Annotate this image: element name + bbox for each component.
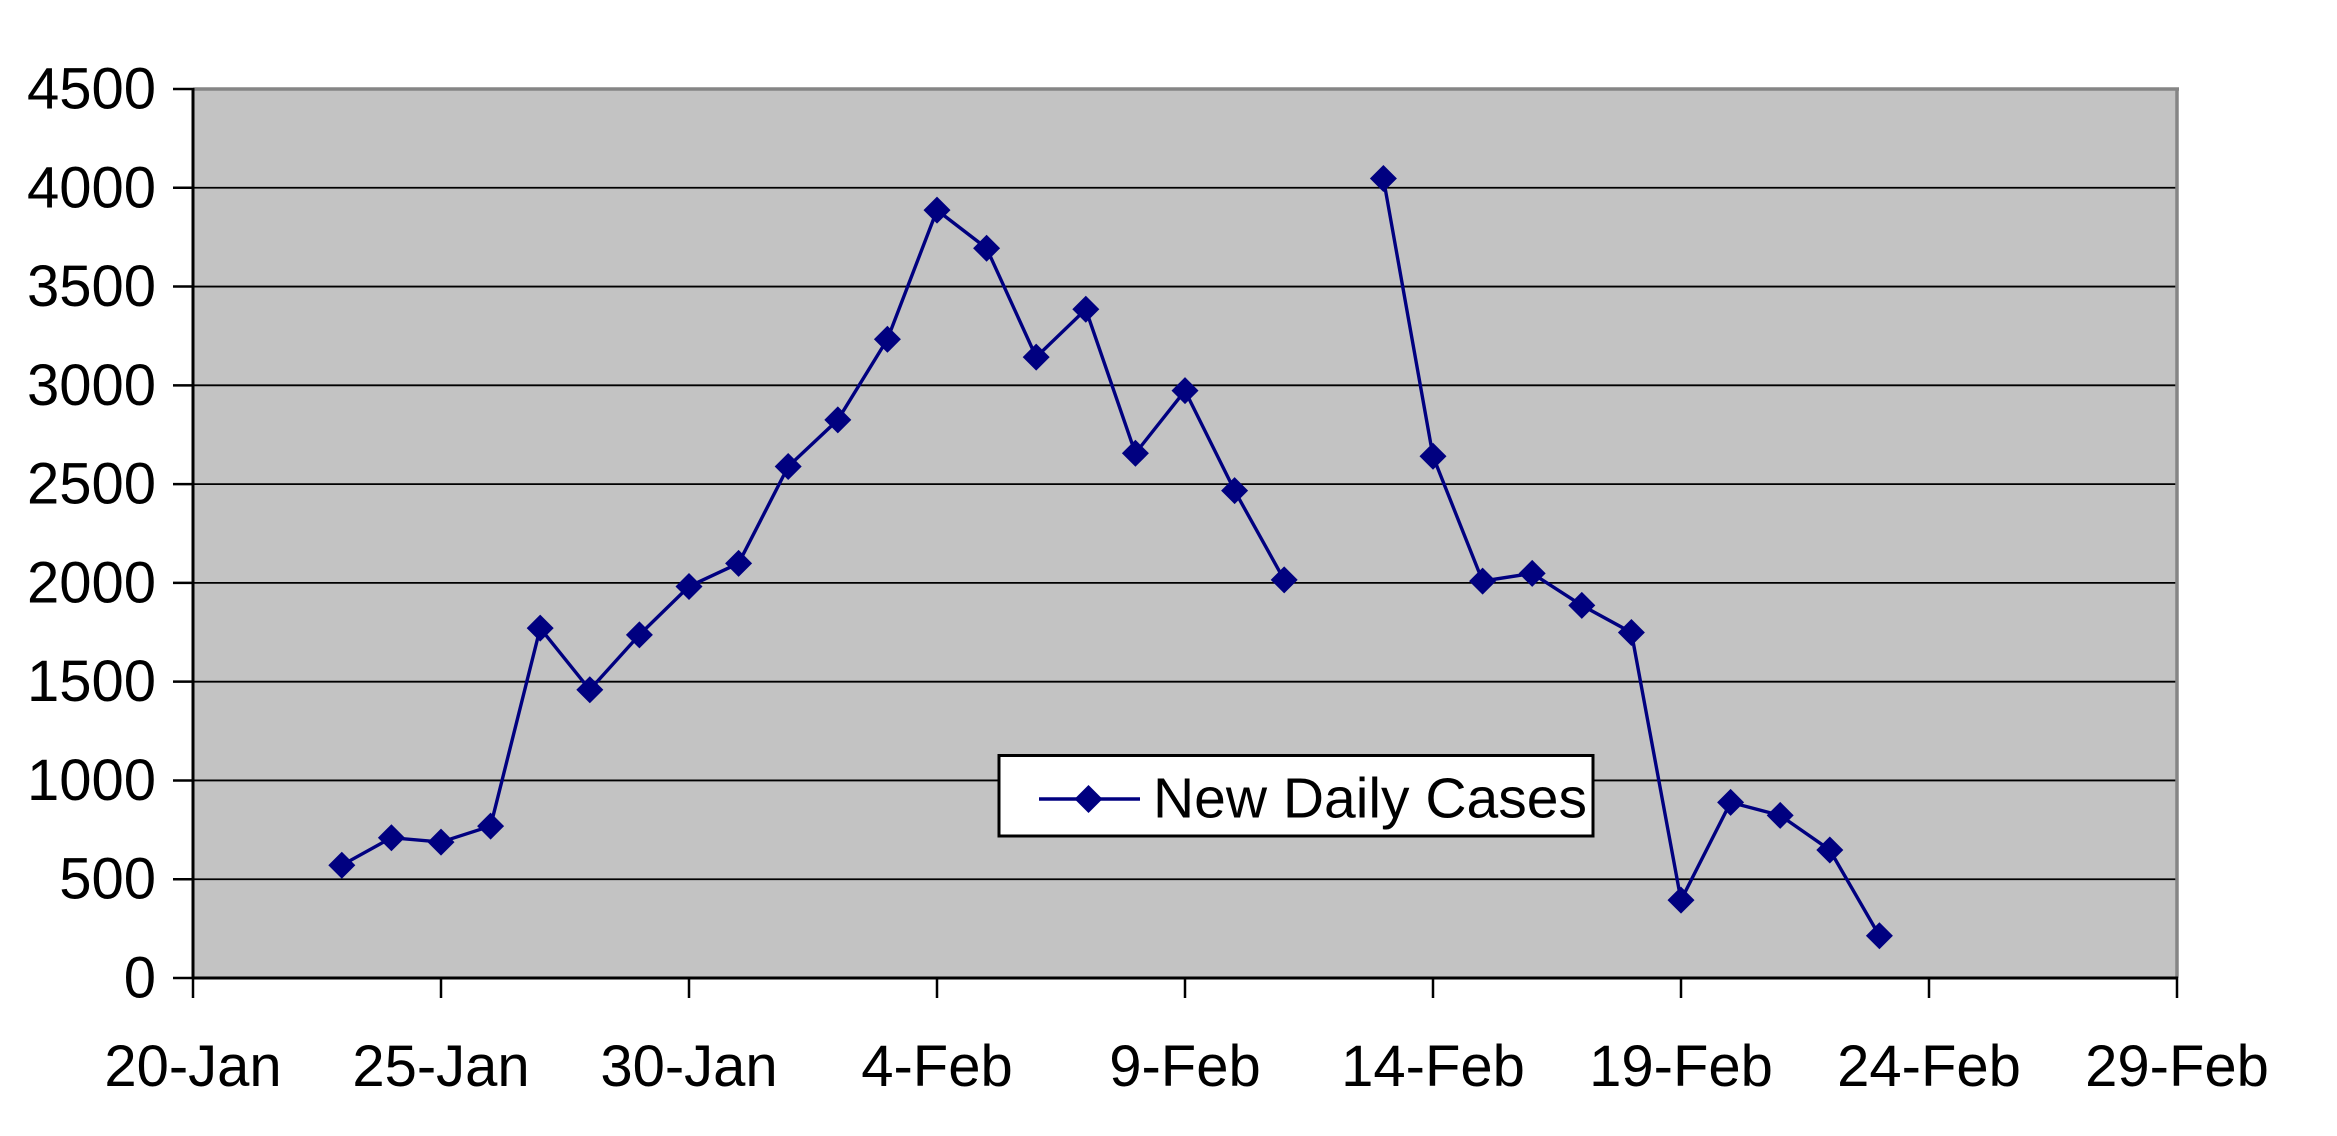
data-point-marker[interactable] — [1518, 559, 1546, 587]
data-point-marker[interactable] — [1171, 377, 1199, 405]
x-axis-tick-label: 9-Feb — [1109, 1034, 1261, 1099]
x-axis-tick-label: 19-Feb — [1589, 1034, 1773, 1099]
y-axis-tick-label: 3500 — [27, 254, 156, 319]
data-point-marker[interactable] — [1717, 788, 1745, 816]
data-point-marker[interactable] — [576, 676, 604, 704]
legend-label: New Daily Cases — [1153, 767, 1587, 831]
x-axis-tick-label: 4-Feb — [861, 1034, 1013, 1099]
x-axis-tick-label: 20-Jan — [104, 1034, 281, 1099]
x-axis-tick-label: 25-Jan — [352, 1034, 529, 1099]
data-point-marker[interactable] — [1270, 566, 1298, 594]
legend-marker-diamond-icon — [1074, 785, 1103, 813]
x-axis-tick-label: 30-Jan — [600, 1034, 777, 1099]
y-axis-tick-label: 4500 — [27, 57, 156, 122]
data-point-marker[interactable] — [1667, 886, 1695, 914]
x-axis-tick-label: 24-Feb — [1837, 1034, 2021, 1099]
x-axis-tick-label: 29-Feb — [2085, 1034, 2269, 1099]
data-point-marker[interactable] — [1766, 801, 1794, 829]
data-point-marker[interactable] — [377, 824, 405, 852]
data-point-marker[interactable] — [1121, 439, 1149, 467]
data-point-marker[interactable] — [824, 406, 852, 434]
data-point-marker[interactable] — [923, 196, 951, 224]
plot-area — [193, 89, 2177, 978]
data-point-marker[interactable] — [1369, 164, 1397, 192]
data-point-marker[interactable] — [1617, 618, 1645, 646]
data-point-marker[interactable] — [725, 549, 753, 577]
series-line[interactable] — [340, 207, 1286, 867]
data-point-marker[interactable] — [1469, 567, 1497, 595]
data-point-marker[interactable] — [1816, 836, 1844, 864]
data-point-marker[interactable] — [328, 851, 356, 879]
y-axis-tick-label: 3000 — [27, 353, 156, 418]
data-point-marker[interactable] — [427, 828, 455, 856]
data-point-marker[interactable] — [1022, 343, 1050, 371]
data-point-marker[interactable] — [625, 621, 653, 649]
x-axis-tick-label: 14-Feb — [1341, 1034, 1525, 1099]
y-axis-tick-label: 500 — [59, 847, 156, 912]
data-point-marker[interactable] — [1419, 442, 1447, 470]
y-axis-tick-label: 2000 — [27, 550, 156, 615]
data-point-marker[interactable] — [526, 614, 554, 642]
y-axis-tick-label: 4000 — [27, 155, 156, 220]
data-point-marker[interactable] — [1221, 477, 1249, 505]
data-point-marker[interactable] — [873, 325, 901, 353]
data-point-marker[interactable] — [477, 812, 505, 840]
data-point-marker[interactable] — [1072, 295, 1100, 323]
data-point-marker[interactable] — [973, 234, 1001, 262]
data-point-marker[interactable] — [1568, 591, 1596, 619]
y-axis-tick-label: 1500 — [27, 649, 156, 714]
data-point-marker[interactable] — [1865, 922, 1893, 950]
y-axis-tick-label: 2500 — [27, 452, 156, 517]
data-point-marker[interactable] — [774, 453, 802, 481]
y-axis-tick-label: 0 — [124, 946, 156, 1011]
data-point-marker[interactable] — [675, 572, 703, 600]
y-axis-tick-label: 1000 — [27, 748, 156, 813]
